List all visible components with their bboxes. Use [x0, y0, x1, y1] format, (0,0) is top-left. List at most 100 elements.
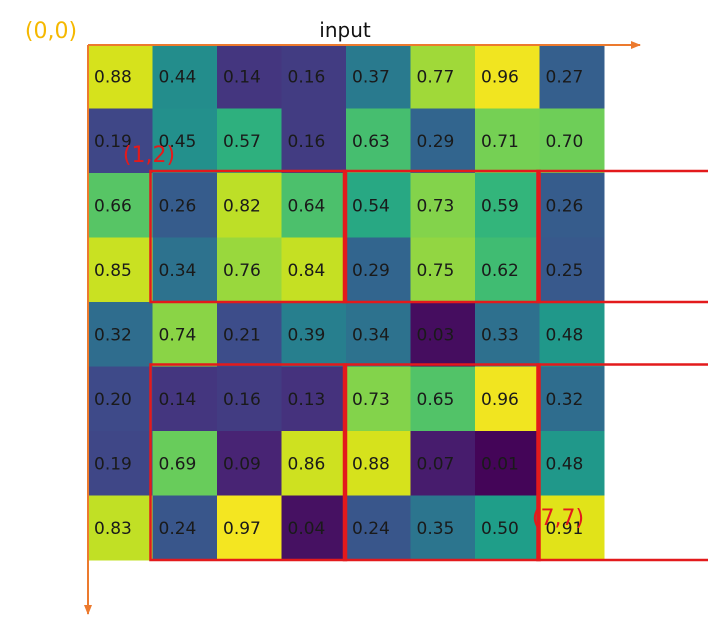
cell-value: 0.44: [159, 67, 197, 87]
cell-value: 0.64: [288, 196, 326, 216]
heatmap-cell: [281, 431, 347, 496]
cell-value: 0.73: [417, 196, 455, 216]
cell-value: 0.96: [481, 390, 519, 410]
cell-value: 0.07: [417, 454, 455, 474]
heatmap-cell: [217, 108, 282, 174]
heatmap-cell: [410, 173, 476, 238]
heatmap-cell: [346, 302, 411, 367]
cell-value: 0.97: [223, 519, 261, 539]
highlight-block: [342, 169, 541, 304]
heatmap-cell: [346, 366, 411, 432]
heatmap-cell: [475, 495, 540, 561]
region-start-label: (1,2): [123, 143, 175, 168]
cell-value: 0.86: [288, 454, 326, 474]
heatmap-cell: [410, 495, 476, 561]
cell-value: 0.19: [94, 454, 132, 474]
heatmap-grid: 0.88 0.44 0.14 0.16 0.37 0.77 0.96 0.27 0.19 0.45…: [88, 44, 605, 561]
heatmap-cell: [475, 302, 540, 367]
heatmap-cell: [217, 495, 282, 561]
heatmap-cell: [410, 44, 476, 109]
heatmap-cell: [475, 431, 540, 496]
heatmap-cell: [475, 366, 540, 432]
cell-value: 0.73: [352, 390, 390, 410]
cell-value: 0.45: [159, 132, 197, 152]
cell-value: 0.34: [352, 325, 390, 345]
cell-value: 0.62: [481, 261, 519, 281]
heatmap-cell: [539, 237, 605, 303]
heatmap-cell: [88, 302, 153, 367]
cell-value: 0.76: [223, 261, 261, 281]
cell-value: 0.03: [417, 325, 455, 345]
cell-value: 0.82: [223, 196, 261, 216]
cell-value: 0.26: [546, 196, 584, 216]
cell-value: 0.09: [223, 454, 261, 474]
heatmap-cell: [152, 108, 218, 174]
cell-value: 0.25: [546, 261, 584, 281]
heatmap-cell: [410, 108, 476, 174]
heatmap-cell: [217, 302, 282, 367]
cell-value: 0.26: [159, 196, 197, 216]
heatmap-cell: [281, 44, 347, 109]
heatmap-cell: [410, 431, 476, 496]
heatmap-cell: [475, 173, 540, 238]
cell-value: 0.37: [352, 67, 390, 87]
heatmap-cell: [346, 237, 411, 303]
heatmap-cell: [152, 173, 218, 238]
cell-value: 0.04: [288, 519, 326, 539]
cell-value: 0.13: [288, 390, 326, 410]
heatmap-cell: [217, 173, 282, 238]
highlight-block: [536, 169, 708, 304]
cell-value: 0.19: [94, 132, 132, 152]
cell-value: 0.35: [417, 519, 455, 539]
highlight-block: [149, 363, 348, 562]
heatmap-cell: [346, 108, 411, 174]
cell-value: 0.01: [481, 454, 519, 474]
heatmap-cell: [217, 366, 282, 432]
heatmap-cell: [475, 108, 540, 174]
cell-value: 0.65: [417, 390, 455, 410]
cell-value: 0.88: [352, 454, 390, 474]
cell-value: 0.14: [159, 390, 197, 410]
cell-value: 0.27: [546, 67, 584, 87]
cell-value: 0.48: [546, 325, 584, 345]
heatmap-cell: [88, 173, 153, 238]
heatmap-cell: [475, 44, 540, 109]
heatmap-cell: [475, 237, 540, 303]
cell-value: 0.16: [223, 390, 261, 410]
cell-value: 0.66: [94, 196, 132, 216]
cell-value: 0.63: [352, 132, 390, 152]
heatmap-cell: [346, 431, 411, 496]
cell-value: 0.33: [481, 325, 519, 345]
cell-value: 0.54: [352, 196, 390, 216]
heatmap-cell: [152, 44, 218, 109]
cell-value: 0.20: [94, 390, 132, 410]
highlight-block: [149, 169, 348, 304]
heatmap-cell: [539, 44, 605, 109]
heatmap-cell: [281, 173, 347, 238]
grid-title: input: [319, 18, 371, 42]
cell-value: 0.14: [223, 67, 261, 87]
heatmap-cell: [539, 302, 605, 367]
cell-value: 0.48: [546, 454, 584, 474]
heatmap-cell: [88, 44, 153, 109]
heatmap-cell: [152, 366, 218, 432]
region-end-label: (7,7): [532, 506, 584, 531]
cell-value: 0.88: [94, 67, 132, 87]
heatmap-cell: [410, 237, 476, 303]
heatmap-cell: [152, 302, 218, 367]
heatmap-cell: [346, 44, 411, 109]
highlight-block: [536, 363, 708, 562]
heatmap-cell: [281, 108, 347, 174]
highlight-block: [342, 363, 541, 562]
cell-value: 0.75: [417, 261, 455, 281]
heatmap-cell: [539, 431, 605, 496]
heatmap-cell: [152, 495, 218, 561]
heatmap-cell: [88, 495, 153, 561]
cell-value: 0.71: [481, 132, 519, 152]
cell-value: 0.32: [94, 325, 132, 345]
heatmap-cell: [410, 366, 476, 432]
cell-value: 0.34: [159, 261, 197, 281]
heatmap-cell: [88, 431, 153, 496]
heatmap-cell: [539, 173, 605, 238]
cell-value: 0.69: [159, 454, 197, 474]
